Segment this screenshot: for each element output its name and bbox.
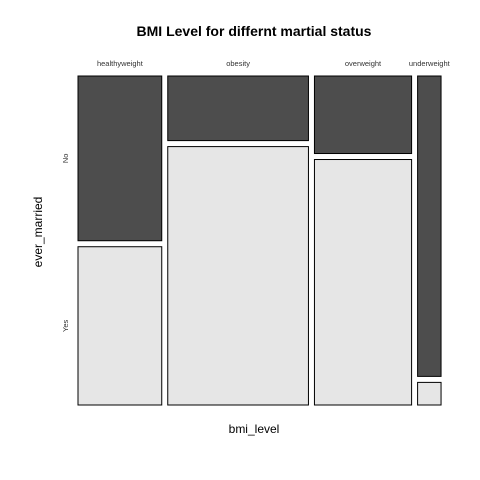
x-axis-label: bmi_level bbox=[229, 422, 280, 436]
row-label-no: No bbox=[61, 154, 70, 164]
chart-title: BMI Level for differnt martial status bbox=[137, 23, 372, 39]
tile-healthyweight-yes bbox=[77, 246, 163, 406]
column-labels: healthyweight obesity overweight underweigh… bbox=[97, 59, 451, 68]
row-label-yes: Yes bbox=[61, 320, 70, 332]
tile-obesity-no bbox=[167, 75, 309, 142]
tile-healthyweight-no bbox=[77, 75, 163, 242]
y-axis-label: ever_married bbox=[31, 197, 45, 268]
tile-overweight-no bbox=[313, 75, 413, 155]
column-label-obesity: obesity bbox=[226, 59, 250, 68]
column-label-underweight: underweight bbox=[409, 59, 451, 68]
tile-underweight-yes bbox=[417, 381, 442, 406]
mosaic-tiles bbox=[77, 75, 442, 406]
row-labels: No Yes bbox=[61, 154, 70, 332]
tile-obesity-yes bbox=[167, 146, 309, 406]
column-label-overweight: overweight bbox=[345, 59, 382, 68]
tile-overweight-yes bbox=[313, 159, 413, 406]
tile-underweight-no bbox=[417, 75, 442, 377]
column-label-healthyweight: healthyweight bbox=[97, 59, 144, 68]
